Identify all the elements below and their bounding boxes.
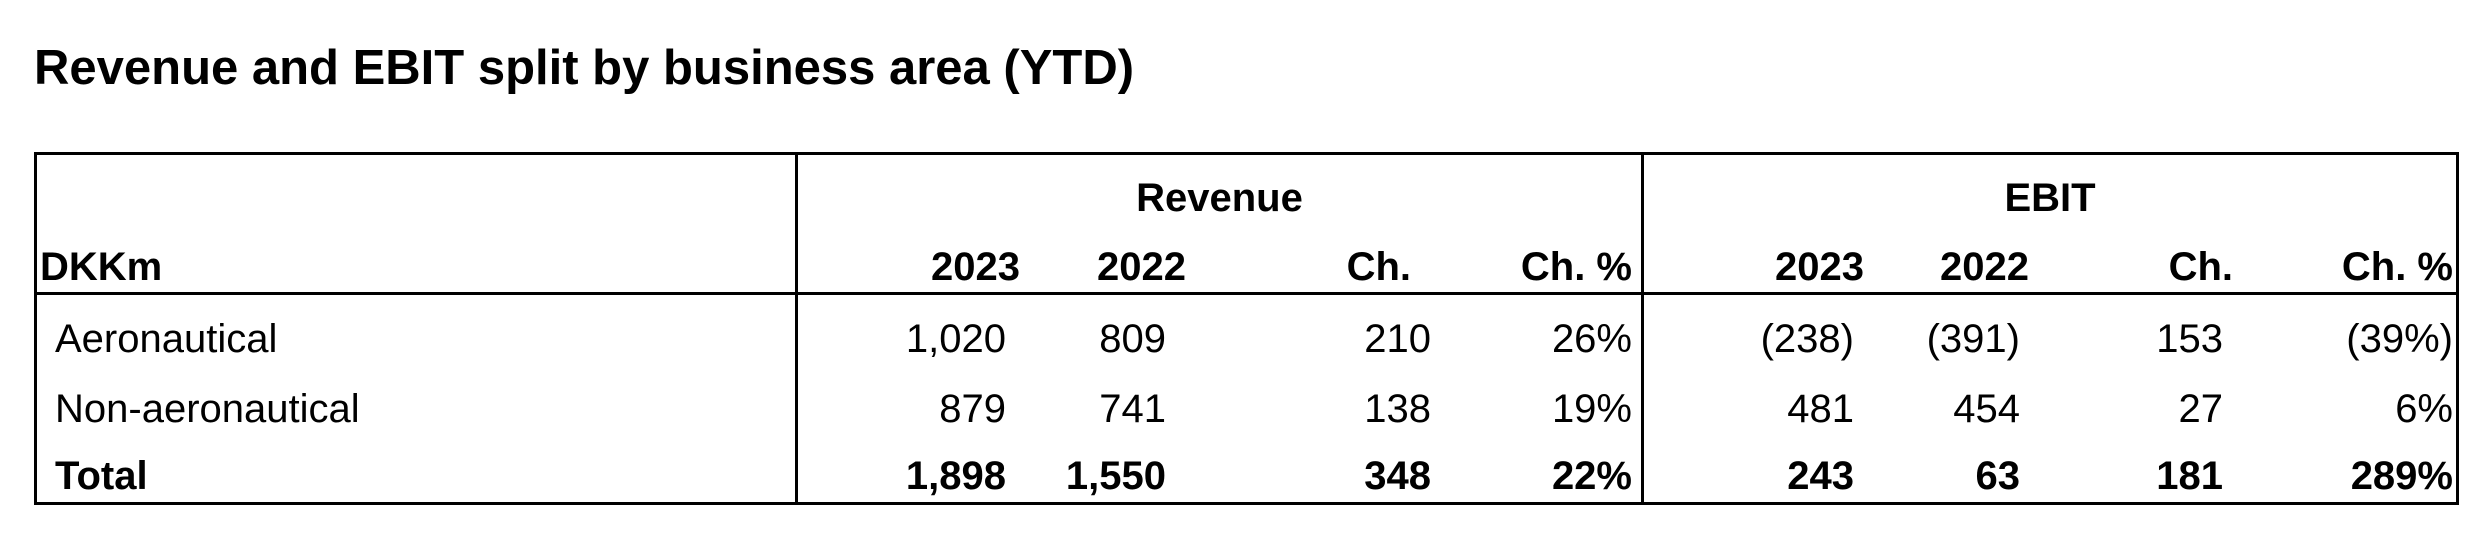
col-header-revenue-ch: Ch. — [1346, 245, 1411, 289]
table-cell: 210 — [1364, 317, 1431, 361]
column-divider-revenue-ebit — [1641, 155, 1644, 502]
col-header-revenue-2022: 2022 — [1097, 245, 1186, 289]
table-cell: 289% — [2350, 454, 2453, 498]
table-cell: 741 — [1099, 387, 1166, 431]
table-cell: 481 — [1787, 387, 1854, 431]
group-header-revenue: Revenue — [1136, 176, 1303, 220]
col-header-ebit-2022: 2022 — [1940, 245, 2029, 289]
table-cell: 243 — [1787, 454, 1854, 498]
table-cell: 879 — [939, 387, 1006, 431]
row-label: Non-aeronautical — [55, 387, 360, 431]
table-cell: (391) — [1926, 317, 2020, 361]
row-label: Total — [55, 454, 148, 498]
table-cell: (39%) — [2346, 317, 2453, 361]
group-header-ebit: EBIT — [2004, 176, 2096, 220]
table-cell: 348 — [1364, 454, 1431, 498]
col-header-revenue-2023: 2023 — [931, 245, 1020, 289]
header-divider — [37, 292, 2456, 295]
col-header-ebit-2023: 2023 — [1775, 245, 1864, 289]
col-header-ebit-ch-pct: Ch. % — [2341, 245, 2453, 289]
table-cell: 6% — [2395, 387, 2453, 431]
page-title: Revenue and EBIT split by business area … — [34, 41, 1135, 95]
table-cell: (238) — [1760, 317, 1854, 361]
table-cell: 181 — [2156, 454, 2223, 498]
table-cell: 26% — [1551, 317, 1632, 361]
row-label: Aeronautical — [55, 317, 278, 361]
col-header-ebit-ch: Ch. — [2168, 245, 2233, 289]
table-cell: 22% — [1551, 454, 1632, 498]
table-cell: 153 — [2156, 317, 2223, 361]
table-cell: 27 — [2178, 387, 2224, 431]
table-cell: 809 — [1099, 317, 1166, 361]
table-cell: 1,020 — [905, 317, 1006, 361]
column-divider-label — [795, 155, 798, 502]
col-header-revenue-ch-pct: Ch. % — [1520, 245, 1632, 289]
revenue-ebit-table: Revenue EBIT DKKm 2023 2022 Ch. Ch. % 20… — [34, 152, 2459, 505]
table-cell: 19% — [1551, 387, 1632, 431]
table-cell: 1,898 — [905, 454, 1006, 498]
unit-label: DKKm — [40, 245, 163, 289]
table-cell: 454 — [1953, 387, 2020, 431]
table-cell: 63 — [1975, 454, 2021, 498]
table-cell: 1,550 — [1065, 454, 1166, 498]
table-cell: 138 — [1364, 387, 1431, 431]
